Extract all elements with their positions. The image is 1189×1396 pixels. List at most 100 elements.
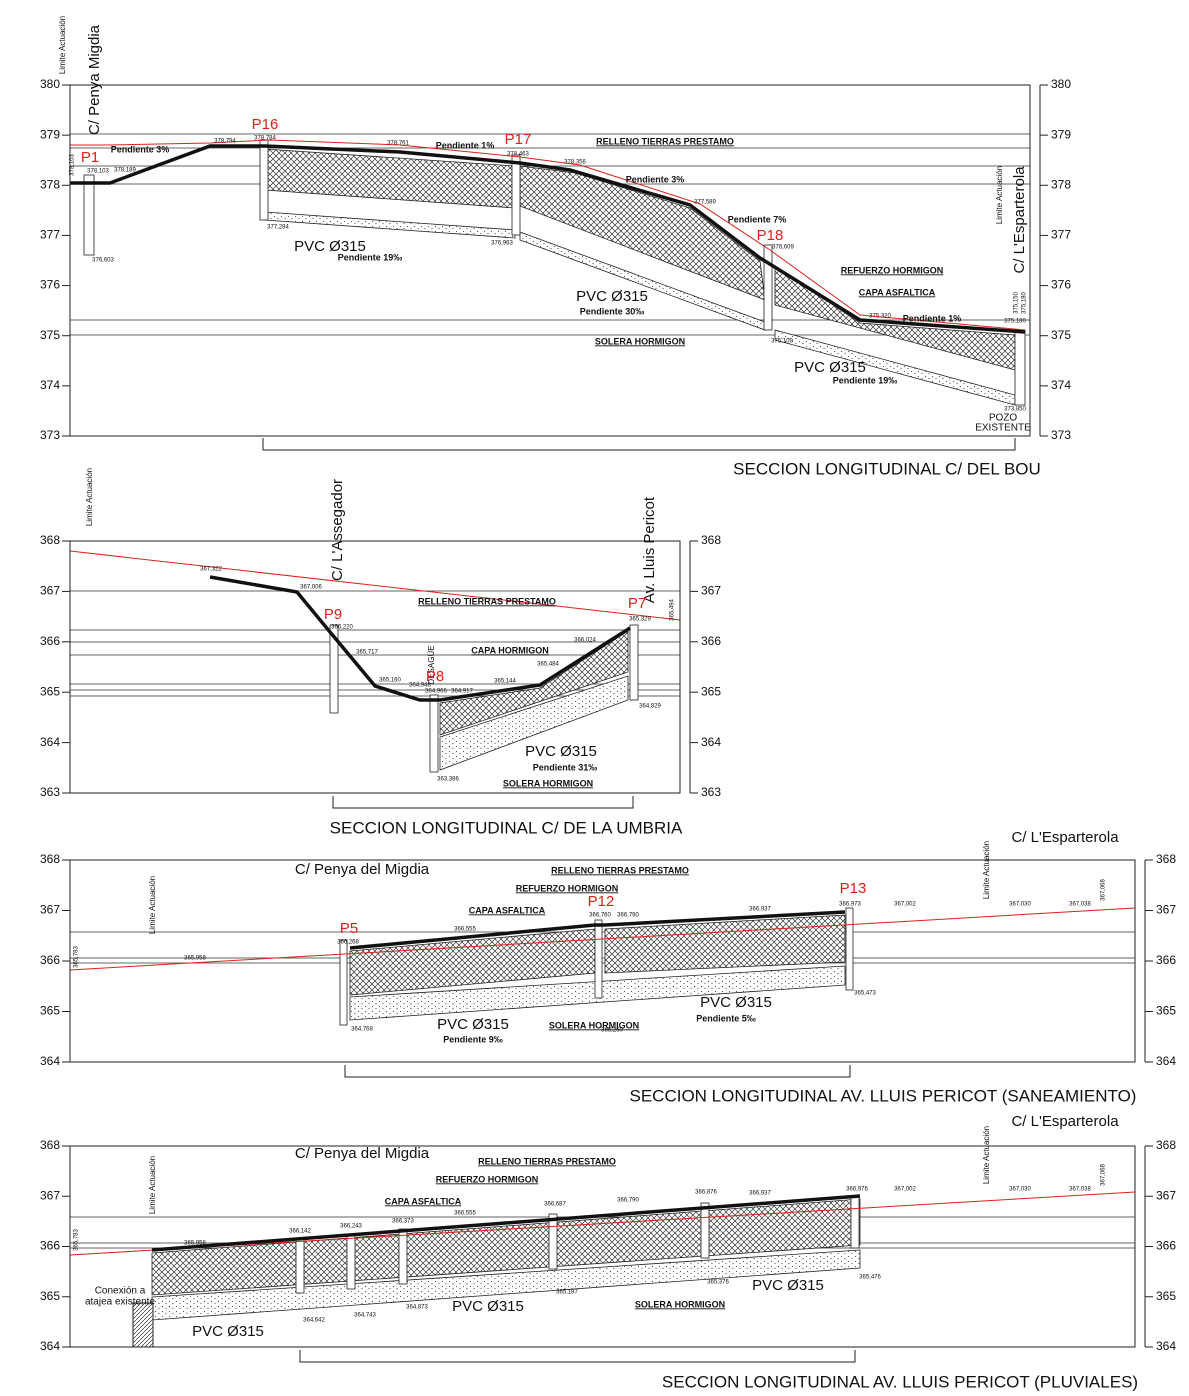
manhole	[548, 1213, 558, 1270]
fill-hatch	[604, 914, 846, 974]
y-tick-label: 364	[701, 735, 721, 749]
y-tick-label: 366	[1156, 953, 1176, 967]
label: 365,476	[859, 1275, 881, 1281]
y-tick-label: 365	[701, 684, 721, 698]
label: P18	[757, 227, 784, 244]
ground-line	[69, 907, 1136, 971]
label: Limite Actuación	[148, 1156, 157, 1214]
section: 368 368 367 367 366 366 365 365 364 364 C/ L'Espar…	[40, 829, 1176, 1106]
label: P13	[840, 880, 867, 897]
y-tick-label: 367	[40, 584, 60, 598]
label: C/ L'Esparterola	[1011, 1113, 1119, 1130]
manhole	[83, 174, 95, 256]
label: Limite Actuación	[148, 876, 157, 934]
label: EXISTENTE	[975, 423, 1031, 434]
label: 366,142	[289, 1229, 311, 1235]
label: 373,850	[1004, 407, 1026, 413]
label: 366,937	[749, 1191, 771, 1197]
label: PVC Ø315	[576, 288, 648, 305]
label: 364,768	[351, 1027, 373, 1033]
section-title: SECCION LONGITUDINAL C/ DEL BOU	[733, 459, 1041, 478]
label: 366,876	[695, 1190, 717, 1196]
manhole	[329, 624, 339, 714]
y-tick-label: 364	[40, 1339, 60, 1353]
road-profile	[70, 144, 1026, 334]
label: 364,743	[354, 1313, 376, 1319]
label: PVC Ø315	[752, 1277, 824, 1294]
section: 380 380 379 379 378 378 377 377 376 376 375 375 374 3…	[40, 16, 1071, 479]
label: 366,976	[846, 1187, 868, 1193]
y-tick-label: 366	[40, 634, 60, 648]
manhole	[346, 1233, 356, 1290]
label: PVC Ø315	[294, 238, 366, 255]
label: 365,376	[707, 1280, 729, 1286]
label: CAPA ASFALTICA	[385, 1196, 462, 1206]
existing-conduit	[132, 1302, 154, 1348]
label: 364,948	[409, 683, 431, 689]
road-profile	[151, 1194, 861, 1252]
label: 365,958	[184, 1241, 206, 1247]
bracket	[262, 438, 1016, 451]
y-tick-label: 367	[40, 903, 60, 917]
label: 365,783	[74, 1229, 80, 1251]
label: P7	[628, 595, 646, 612]
label: 367,068	[1101, 879, 1107, 901]
label: C/ Penya Migdia	[86, 24, 103, 135]
label: P16	[252, 116, 279, 133]
manhole	[259, 139, 269, 221]
label: 375,150	[1014, 292, 1020, 314]
label: PVC Ø315	[525, 743, 597, 760]
label: 366,555	[454, 927, 476, 933]
label: 366,373	[392, 1219, 414, 1225]
label: 365,144	[494, 679, 516, 685]
y-tick-label: 379	[1051, 127, 1071, 141]
y-tick-label: 377	[40, 228, 60, 242]
y-tick-label: 364	[1156, 1054, 1176, 1068]
ground-line	[69, 550, 681, 621]
label: Limite Actuación	[982, 841, 991, 899]
label: Limite Actuación	[995, 166, 1004, 224]
y-tick-label: 376	[40, 278, 60, 292]
label: 378,103	[87, 169, 109, 175]
label: 365,260	[601, 1028, 623, 1034]
y-tick-label: 380	[1051, 77, 1071, 91]
manhole	[594, 919, 603, 999]
ground-line	[69, 1191, 1136, 1256]
label: 365,329	[629, 617, 651, 623]
label: 378,761	[387, 141, 409, 147]
road-profile	[209, 575, 631, 702]
label: 375,180	[1004, 319, 1026, 325]
y-tick-label: 367	[1156, 1188, 1176, 1202]
base-gravel	[439, 675, 629, 771]
manhole	[700, 1202, 710, 1259]
label: 378,784	[254, 136, 276, 142]
y-tick-label: 364	[1156, 1339, 1176, 1353]
label: PVC Ø315	[437, 1016, 509, 1033]
y-tick-label: 378	[1051, 177, 1071, 191]
label: DESAGÜE	[427, 645, 436, 684]
label: P5	[340, 920, 358, 937]
label: 378,794	[214, 139, 236, 145]
section-title: SECCION LONGITUDINAL AV. LLUIS PERICOT (…	[662, 1372, 1138, 1391]
label: 365,187	[556, 1290, 578, 1296]
label: Pendiente 5‰	[696, 1013, 756, 1023]
label: 364,829	[639, 704, 661, 710]
ground-line	[70, 139, 1026, 331]
label: Pendiente 1%	[903, 313, 962, 323]
label: 376,609	[772, 245, 794, 251]
manhole	[429, 694, 439, 773]
label: 364,642	[303, 1318, 325, 1324]
label: P17	[505, 131, 532, 148]
label: 367,038	[1069, 902, 1091, 908]
label: P9	[324, 606, 342, 623]
frame	[69, 84, 1031, 437]
frame	[69, 540, 681, 794]
label: SOLERA HORMIGON	[549, 1020, 639, 1030]
label: Av. Lluis Pericot	[641, 496, 658, 603]
label: 366,555	[454, 1211, 476, 1217]
y-tick-label: 365	[1156, 1289, 1176, 1303]
bracket	[344, 1065, 851, 1078]
label: REFUERZO HORMIGON	[841, 265, 944, 275]
label: C/ L'Esparterola	[1011, 166, 1028, 274]
label: C/ L'Assegador	[329, 479, 346, 581]
